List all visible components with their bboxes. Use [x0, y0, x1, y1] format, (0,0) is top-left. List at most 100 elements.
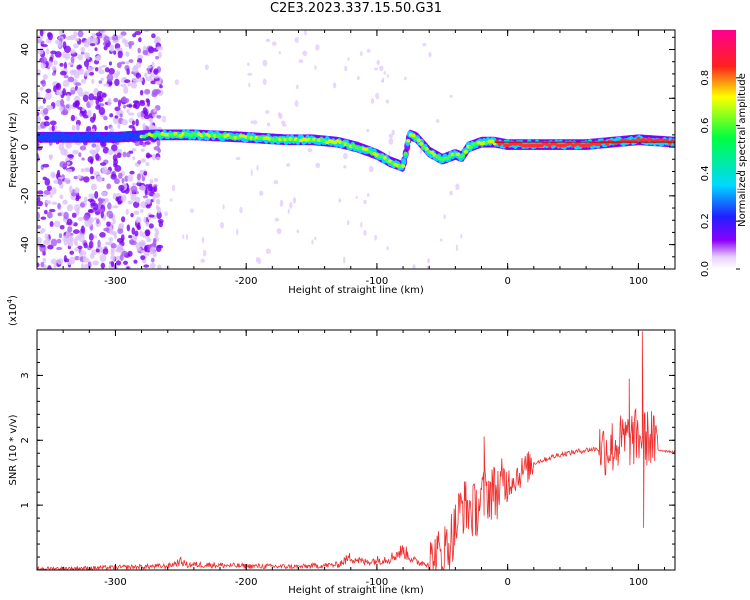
noise-blob	[147, 185, 153, 192]
noise-blob	[388, 138, 394, 145]
noise-blob	[55, 39, 59, 45]
noise-blob	[89, 43, 96, 47]
noise-blob	[147, 65, 152, 69]
noise-blob	[113, 72, 119, 79]
noise-blob	[103, 115, 108, 121]
noise-blob	[152, 251, 157, 258]
noise-blob	[276, 228, 282, 235]
noise-blob	[77, 106, 83, 110]
noise-blob	[252, 120, 258, 125]
noise-blob	[125, 51, 130, 57]
y-tick-label: -20	[20, 188, 31, 204]
noise-blob	[126, 68, 130, 75]
noise-blob	[63, 148, 68, 157]
noise-blob	[46, 211, 53, 219]
noise-blob	[37, 147, 43, 151]
noise-blob	[115, 47, 123, 51]
noise-blob	[154, 89, 162, 94]
noise-blob	[347, 57, 350, 62]
noise-blob	[57, 40, 62, 48]
noise-blob	[62, 79, 70, 88]
noise-blob	[256, 164, 259, 171]
noise-blob	[155, 156, 161, 161]
noise-blob	[125, 151, 131, 158]
noise-blob	[37, 225, 42, 229]
noise-blob	[157, 264, 162, 269]
noise-blob	[116, 62, 122, 69]
noise-blob	[110, 249, 115, 257]
noise-blob	[315, 44, 320, 51]
noise-blob	[126, 266, 130, 269]
noise-blob	[159, 84, 163, 89]
noise-blob	[153, 185, 158, 192]
noise-blob	[56, 169, 61, 176]
noise-blob	[80, 51, 85, 55]
noise-blob	[37, 91, 41, 97]
noise-blob	[121, 194, 127, 202]
noise-blob	[382, 77, 385, 83]
noise-blob	[449, 94, 453, 98]
noise-blob	[304, 30, 307, 36]
noise-blob	[76, 87, 83, 95]
noise-blob	[99, 232, 106, 238]
noise-blob	[106, 183, 112, 190]
noise-blob	[296, 84, 299, 90]
noise-blob	[170, 198, 173, 202]
noise-blob	[81, 157, 85, 161]
spectrogram-x-label: Height of straight line (km)	[288, 285, 424, 296]
noise-blob	[118, 223, 125, 229]
noise-blob	[111, 144, 118, 152]
noise-blob	[338, 198, 342, 203]
noise-blob	[53, 60, 58, 66]
noise-blob	[108, 81, 113, 86]
noise-blob	[133, 259, 138, 264]
noise-blob	[99, 253, 107, 262]
noise-blob	[133, 79, 139, 83]
noise-blob	[89, 149, 96, 154]
noise-blob	[128, 239, 135, 245]
noise-blob	[374, 234, 378, 241]
noise-blob	[185, 233, 189, 241]
noise-blob	[155, 245, 162, 252]
noise-blob	[74, 187, 80, 194]
noise-blob	[67, 226, 73, 233]
noise-blob	[259, 190, 264, 196]
noise-blob	[149, 118, 154, 125]
noise-blob	[113, 158, 118, 166]
noise-blob	[139, 89, 144, 96]
noise-blob	[94, 190, 99, 199]
noise-blob	[103, 83, 110, 87]
spectrogram-frame	[36, 29, 676, 270]
x-tick-label: -200	[235, 577, 258, 588]
noise-blob	[37, 262, 40, 268]
noise-blob	[455, 244, 459, 252]
noise-blob	[422, 43, 427, 47]
noise-blob	[91, 249, 97, 256]
noise-blob	[313, 236, 317, 241]
noise-blob	[120, 234, 125, 242]
snr-plot-area	[37, 331, 675, 570]
noise-blob	[115, 255, 121, 261]
noise-blob	[360, 221, 363, 228]
noise-blob	[88, 240, 94, 249]
noise-blob	[86, 125, 92, 132]
noise-blob	[127, 174, 134, 182]
snr-panel: -300 -200 -100 0 100 1 2 3 Height of straight l…	[6, 295, 676, 596]
noise-blob	[204, 64, 209, 71]
noise-blob	[386, 73, 389, 78]
noise-blob	[83, 196, 88, 203]
x-tick-label: -300	[104, 276, 127, 287]
snr-frame	[36, 329, 676, 571]
noise-blob	[95, 153, 100, 161]
noise-blob	[265, 109, 270, 114]
noise-blob	[60, 99, 65, 107]
noise-blob	[278, 51, 281, 55]
noise-blob	[145, 98, 150, 103]
ridge-core	[382, 156, 387, 160]
noise-blob	[62, 235, 68, 242]
noise-blob	[428, 51, 432, 58]
noise-blob	[84, 263, 88, 269]
